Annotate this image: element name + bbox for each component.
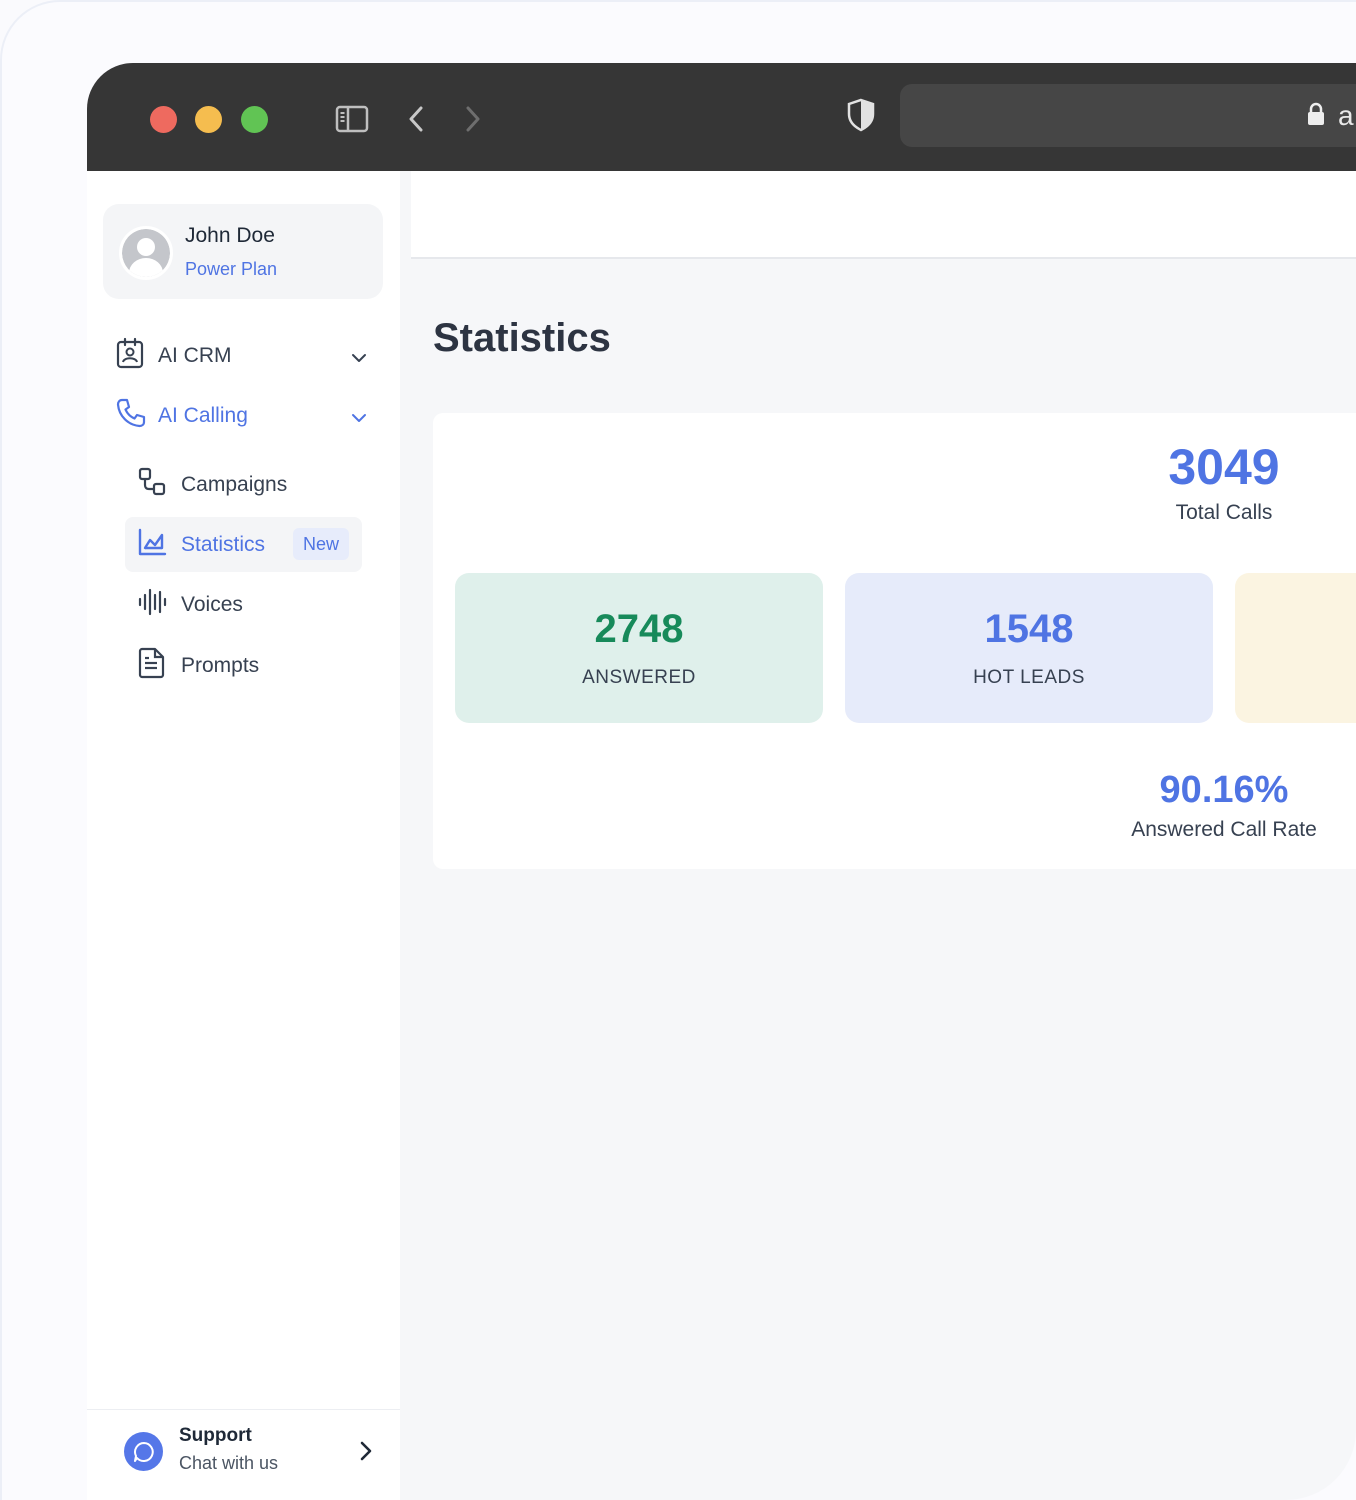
forward-arrow-icon[interactable] <box>462 105 484 138</box>
chat-bubble-icon[interactable] <box>124 1432 163 1471</box>
maximize-window-button[interactable] <box>241 106 268 133</box>
back-arrow-icon[interactable] <box>405 105 427 138</box>
waveform-icon <box>137 587 167 622</box>
answered-label: ANSWERED <box>582 667 696 688</box>
total-calls-label: Total Calls <box>1175 501 1273 524</box>
contact-card-icon <box>115 337 145 374</box>
sidebar-item-prompts[interactable]: Prompts <box>137 647 259 684</box>
browser-titlebar: a <box>87 63 1356 171</box>
total-calls-value: 3049 <box>1168 439 1280 495</box>
answered-rate-value: 90.16% <box>1159 769 1289 811</box>
nav-ai-crm-label: AI CRM <box>158 343 232 367</box>
hot-leads-label: HOT LEADS <box>973 667 1085 688</box>
sidebar-item-campaigns[interactable]: Campaigns <box>137 467 287 502</box>
statistics-card: 3049 Total Calls 2748 ANSWERED 1548 HOT … <box>433 413 1356 869</box>
phone-icon <box>115 397 147 434</box>
profile-plan: Power Plan <box>185 259 278 279</box>
document-icon <box>137 647 167 684</box>
browser-window: a John Doe Power Plan <box>87 63 1356 1500</box>
chevron-down-icon[interactable] <box>349 411 369 430</box>
divider <box>87 1409 400 1410</box>
hot-leads-value: 1548 <box>984 607 1074 651</box>
answered-tile: 2748 ANSWERED <box>455 573 823 723</box>
sidebar-item-label: Voices <box>181 592 243 616</box>
profile-card[interactable]: John Doe Power Plan <box>103 204 383 299</box>
nav-ai-calling[interactable]: AI Calling <box>115 397 248 434</box>
address-bar[interactable]: a <box>900 84 1356 147</box>
sidebar: John Doe Power Plan AI CRM <box>87 171 400 1500</box>
support-subtitle[interactable]: Chat with us <box>179 1453 279 1473</box>
sidebar-toggle-icon[interactable] <box>335 105 369 138</box>
nav-ai-calling-label: AI Calling <box>158 403 248 427</box>
chevron-right-icon[interactable] <box>357 1439 375 1468</box>
close-window-button[interactable] <box>150 106 177 133</box>
campaigns-icon <box>137 467 167 502</box>
chevron-down-icon[interactable] <box>349 351 369 370</box>
nav-ai-crm[interactable]: AI CRM <box>115 337 232 374</box>
url-text: a <box>1338 100 1354 131</box>
avatar <box>119 226 173 280</box>
answered-rate-label: Answered Call Rate <box>1131 818 1317 841</box>
sidebar-item-statistics[interactable]: Statistics <box>137 527 265 562</box>
page-title: Statistics <box>433 316 611 360</box>
top-header-bar <box>411 171 1356 259</box>
sidebar-item-label: Campaigns <box>181 472 288 496</box>
user-avatar-icon <box>122 229 170 277</box>
new-badge: New <box>293 528 350 560</box>
sidebar-item-voices[interactable]: Voices <box>137 587 243 622</box>
support-title[interactable]: Support <box>179 1425 252 1446</box>
profile-name: John Doe <box>185 224 275 247</box>
sidebar-item-label: Prompts <box>181 653 260 677</box>
hot-leads-tile: 1548 HOT LEADS <box>845 573 1213 723</box>
minimize-window-button[interactable] <box>195 106 222 133</box>
privacy-shield-icon[interactable] <box>847 98 875 137</box>
lock-icon <box>1307 102 1325 131</box>
stat-tile <box>1235 573 1356 723</box>
chart-icon <box>137 527 167 562</box>
sidebar-item-label: Statistics <box>181 532 266 556</box>
answered-value: 2748 <box>594 607 684 651</box>
